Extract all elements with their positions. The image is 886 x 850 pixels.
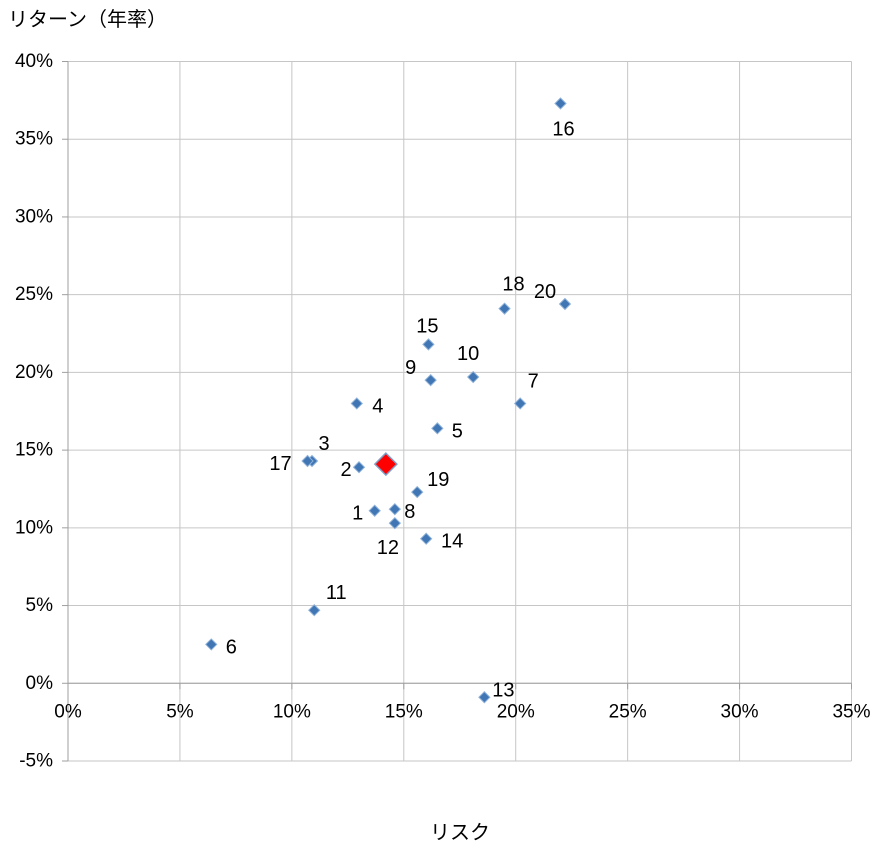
data-point-label: 7 (528, 370, 539, 392)
x-tick-label: 5% (166, 702, 194, 723)
y-tick-label: 30% (15, 206, 53, 227)
data-point (558, 297, 572, 311)
data-point (478, 691, 491, 704)
data-point-label: 19 (427, 469, 449, 491)
data-point (308, 604, 321, 617)
data-point-label: 4 (372, 395, 383, 417)
data-point (513, 397, 527, 410)
y-tick-label: 40% (15, 51, 53, 72)
data-point (205, 638, 218, 651)
data-point (419, 532, 433, 545)
data-point-label: 1 (352, 503, 363, 525)
data-point-label: 8 (404, 501, 415, 523)
x-tick-label: 15% (385, 702, 423, 723)
y-axis-title: リターン（年率） (8, 9, 167, 31)
data-point-label: 2 (340, 459, 351, 481)
data-point (352, 461, 366, 474)
y-tick-label: 0% (26, 673, 54, 694)
data-point (498, 302, 511, 315)
data-point (301, 454, 314, 468)
data-point-label: 16 (552, 118, 574, 140)
highlight-data-point (373, 452, 398, 477)
data-point (554, 97, 567, 110)
x-tick-label: 0% (54, 702, 82, 723)
data-point (388, 516, 402, 530)
data-point-label: 15 (416, 315, 438, 337)
data-point-label: 14 (441, 531, 463, 553)
y-tick-label: 10% (15, 517, 53, 538)
x-tick-label: 20% (497, 702, 535, 723)
data-point-label: 11 (326, 582, 347, 604)
data-point-label: 6 (226, 636, 237, 658)
x-axis-title: リスク (430, 822, 490, 844)
data-point (368, 504, 381, 517)
data-point (422, 338, 435, 351)
x-tick-label: 35% (832, 702, 870, 723)
data-point-label: 17 (269, 453, 291, 475)
data-point (466, 370, 480, 384)
x-tick-label: 30% (721, 702, 759, 723)
y-tick-label: 25% (15, 284, 53, 305)
y-tick-label: 20% (15, 362, 53, 383)
data-point (388, 502, 402, 516)
y-tick-label: 5% (26, 595, 54, 616)
y-tick-label: 15% (15, 440, 53, 461)
x-tick-label: 25% (609, 702, 647, 723)
data-point (350, 397, 363, 410)
data-point-label: 10 (457, 343, 479, 365)
y-tick-label: -5% (19, 751, 53, 772)
data-point-label: 9 (405, 357, 416, 379)
data-point (424, 373, 437, 387)
y-tick-label: 35% (15, 129, 53, 150)
data-point-label: 12 (377, 537, 399, 559)
data-point-label: 20 (534, 281, 556, 303)
data-point-label: 5 (452, 420, 463, 442)
data-point-label: 3 (318, 433, 329, 455)
data-point-label: 18 (502, 274, 524, 296)
data-point (431, 422, 444, 435)
data-point-label: 13 (492, 679, 514, 701)
data-point (411, 485, 424, 499)
x-tick-label: 10% (273, 702, 311, 723)
